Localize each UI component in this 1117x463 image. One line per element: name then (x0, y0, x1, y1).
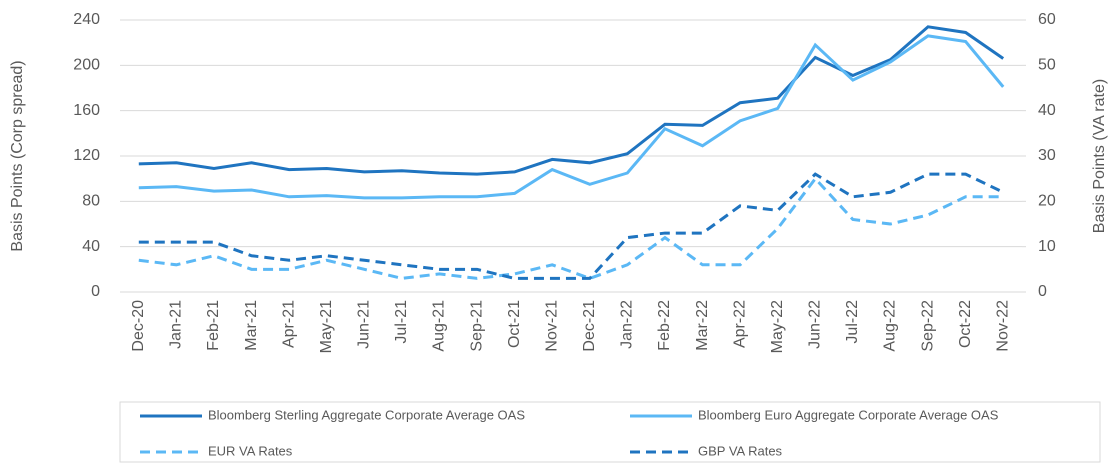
line-series (138, 25, 1005, 176)
y2-tick-label: 0 (1038, 283, 1047, 300)
x-tick-label: Aug-22 (882, 300, 899, 352)
y-tick-label: 80 (82, 193, 100, 210)
y2-tick-label: 40 (1038, 102, 1056, 119)
x-tick-label: Sep-22 (919, 300, 936, 352)
legend-label: Bloomberg Euro Aggregate Corporate Avera… (698, 407, 999, 422)
y-axis-title: Basis Points (Corp spread) (9, 60, 26, 251)
y-tick-label: 40 (82, 238, 100, 255)
x-tick-label: Mar-22 (694, 300, 711, 351)
x-tick-label: Apr-21 (280, 300, 297, 348)
x-tick-label: Mar-21 (243, 300, 260, 351)
x-tick-label: Nov-21 (543, 300, 560, 352)
y2-tick-label: 60 (1038, 11, 1056, 28)
y-tick-label: 0 (91, 283, 100, 300)
y2-tick-label: 20 (1038, 193, 1056, 210)
x-tick-label: Nov-22 (994, 300, 1011, 352)
y-tick-label: 160 (73, 102, 100, 119)
x-tick-label: Jun-21 (356, 300, 373, 349)
x-tick-label: Oct-22 (957, 300, 974, 348)
x-tick-label: Sep-21 (468, 300, 485, 352)
line-series (138, 34, 1005, 200)
y2-tick-label: 50 (1038, 57, 1056, 74)
x-tick-label: Oct-21 (506, 300, 523, 348)
legend-box (119, 401, 1101, 463)
x-tick-label: Feb-21 (205, 300, 222, 351)
y-tick-label: 200 (73, 57, 100, 74)
y2-tick-label: 30 (1038, 147, 1056, 164)
x-tick-label: Jun-22 (807, 300, 824, 349)
x-tick-label: Apr-22 (731, 300, 748, 348)
y-tick-label: 240 (73, 11, 100, 28)
y2-tick-label: 10 (1038, 238, 1056, 255)
legend-label: Bloomberg Sterling Aggregate Corporate A… (208, 407, 525, 422)
legend-label: EUR VA Rates (208, 443, 293, 458)
x-tick-label: Feb-22 (656, 300, 673, 351)
line-series (138, 176, 1004, 280)
x-tick-label: Jan-21 (168, 300, 185, 349)
x-tick-label: Jan-22 (619, 300, 636, 349)
line-series (138, 172, 1004, 280)
x-tick-label: Jul-21 (393, 300, 410, 344)
x-tick-label: Dec-21 (581, 300, 598, 352)
y2-axis-title: Basis Points (VA rate) (1091, 79, 1108, 233)
x-tick-label: May-21 (318, 300, 335, 353)
x-tick-label: Jul-22 (844, 300, 861, 344)
y-tick-label: 120 (73, 147, 100, 164)
legend-label: GBP VA Rates (698, 443, 783, 458)
x-tick-label: Aug-21 (431, 300, 448, 352)
x-tick-label: May-22 (769, 300, 786, 353)
x-tick-label: Dec-20 (130, 300, 147, 352)
